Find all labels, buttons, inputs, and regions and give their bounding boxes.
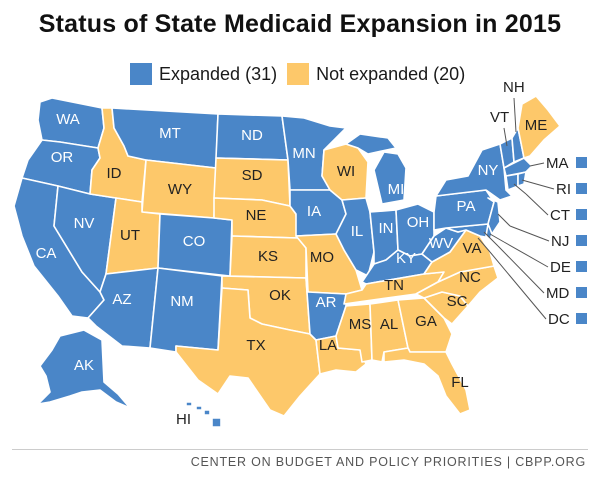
label-ny: NY bbox=[478, 162, 499, 179]
label-mo: MO bbox=[310, 249, 334, 266]
label-wa: WA bbox=[56, 111, 80, 128]
state-mi-up[interactable] bbox=[345, 133, 397, 155]
label-nv: NV bbox=[74, 215, 95, 232]
footer-divider bbox=[12, 449, 588, 450]
label-al: AL bbox=[380, 316, 398, 333]
label-mn: MN bbox=[292, 145, 315, 162]
leader-nh bbox=[513, 97, 517, 133]
key-label-dc: DC bbox=[548, 311, 570, 328]
map-title: Status of State Medicaid Expansion in 20… bbox=[38, 10, 562, 38]
label-oh: OH bbox=[407, 214, 430, 231]
label-mi: MI bbox=[388, 181, 405, 198]
leader-nj-a bbox=[497, 213, 511, 227]
label-vt: VT bbox=[490, 109, 509, 126]
key-box-dc bbox=[576, 313, 587, 324]
label-la: LA bbox=[319, 337, 337, 354]
leader-nj-b bbox=[509, 225, 550, 242]
legend-item-expanded: Expanded (31) bbox=[130, 63, 277, 85]
leader-md-a bbox=[483, 231, 499, 247]
label-hi: HI bbox=[176, 411, 191, 428]
label-ar: AR bbox=[316, 294, 337, 311]
leader-ma bbox=[529, 162, 545, 167]
key-box-ri bbox=[576, 183, 587, 194]
state-nm[interactable] bbox=[149, 267, 223, 353]
leader-de-a bbox=[489, 233, 505, 243]
label-wy: WY bbox=[168, 181, 192, 198]
label-sc: SC bbox=[447, 293, 468, 310]
footer-credit: CENTER ON BUDGET AND POLICY PRIORITIES |… bbox=[190, 455, 586, 469]
label-ky: KY bbox=[396, 250, 416, 267]
label-in: IN bbox=[379, 220, 394, 237]
leader-de-b bbox=[503, 241, 549, 268]
leader-ri bbox=[521, 179, 555, 190]
label-va: VA bbox=[463, 240, 482, 257]
label-nm: NM bbox=[170, 293, 193, 310]
key-label-md: MD bbox=[546, 285, 569, 302]
label-ut: UT bbox=[120, 227, 140, 244]
label-il: IL bbox=[351, 223, 364, 240]
state-mi[interactable] bbox=[373, 151, 407, 205]
label-mt: MT bbox=[159, 125, 181, 142]
label-ok: OK bbox=[269, 287, 291, 304]
label-fl: FL bbox=[451, 374, 469, 391]
key-label-ma: MA bbox=[546, 155, 569, 172]
leader-dc-b bbox=[489, 251, 547, 320]
key-box-ct bbox=[576, 209, 587, 220]
key-label-de: DE bbox=[550, 259, 571, 276]
label-nh: NH bbox=[503, 79, 525, 96]
state-ri[interactable] bbox=[517, 171, 527, 187]
leader-dc-a bbox=[477, 237, 491, 253]
label-wv: WV bbox=[429, 235, 453, 252]
key-box-md bbox=[576, 287, 587, 298]
leader-vt bbox=[503, 127, 508, 147]
label-wi: WI bbox=[337, 163, 355, 180]
state-hi[interactable] bbox=[185, 401, 222, 428]
key-label-ri: RI bbox=[556, 181, 571, 198]
label-sd: SD bbox=[242, 167, 263, 184]
leader-ct-a bbox=[513, 183, 527, 195]
legend-item-not-expanded: Not expanded (20) bbox=[287, 63, 465, 85]
label-co: CO bbox=[183, 233, 206, 250]
state-me[interactable] bbox=[517, 95, 561, 159]
label-ga: GA bbox=[415, 313, 437, 330]
label-ms: MS bbox=[349, 316, 372, 333]
label-or: OR bbox=[51, 149, 74, 166]
legend-swatch-expanded bbox=[130, 63, 152, 85]
key-box-de bbox=[576, 261, 587, 272]
label-pa: PA bbox=[457, 198, 476, 215]
legend-swatch-not-expanded bbox=[287, 63, 310, 85]
label-az: AZ bbox=[112, 291, 131, 308]
label-ia: IA bbox=[307, 203, 321, 220]
legend-label-expanded: Expanded (31) bbox=[159, 63, 278, 84]
state-il[interactable] bbox=[335, 197, 375, 277]
legend-label-not-expanded: Not expanded (20) bbox=[316, 63, 466, 84]
legend: Expanded (31) Not expanded (20) bbox=[130, 62, 465, 86]
key-box-ma bbox=[576, 157, 587, 168]
label-me: ME bbox=[525, 117, 548, 134]
label-tx: TX bbox=[246, 337, 265, 354]
label-tn: TN bbox=[384, 277, 404, 294]
key-box-nj bbox=[576, 235, 587, 246]
leader-ct-b bbox=[525, 193, 549, 216]
state-tx[interactable] bbox=[175, 287, 321, 417]
state-ct[interactable] bbox=[505, 173, 519, 191]
leader-md-b bbox=[497, 245, 545, 294]
label-ak: AK bbox=[74, 357, 94, 374]
label-ne: NE bbox=[246, 207, 267, 224]
key-label-ct: CT bbox=[550, 207, 570, 224]
label-ca: CA bbox=[36, 245, 57, 262]
state-fl[interactable] bbox=[383, 347, 471, 415]
state-ak[interactable] bbox=[37, 329, 131, 409]
label-id: ID bbox=[107, 165, 122, 182]
key-label-nj: NJ bbox=[551, 233, 569, 250]
label-nd: ND bbox=[241, 127, 263, 144]
label-nc: NC bbox=[459, 269, 481, 286]
label-ks: KS bbox=[258, 248, 278, 265]
